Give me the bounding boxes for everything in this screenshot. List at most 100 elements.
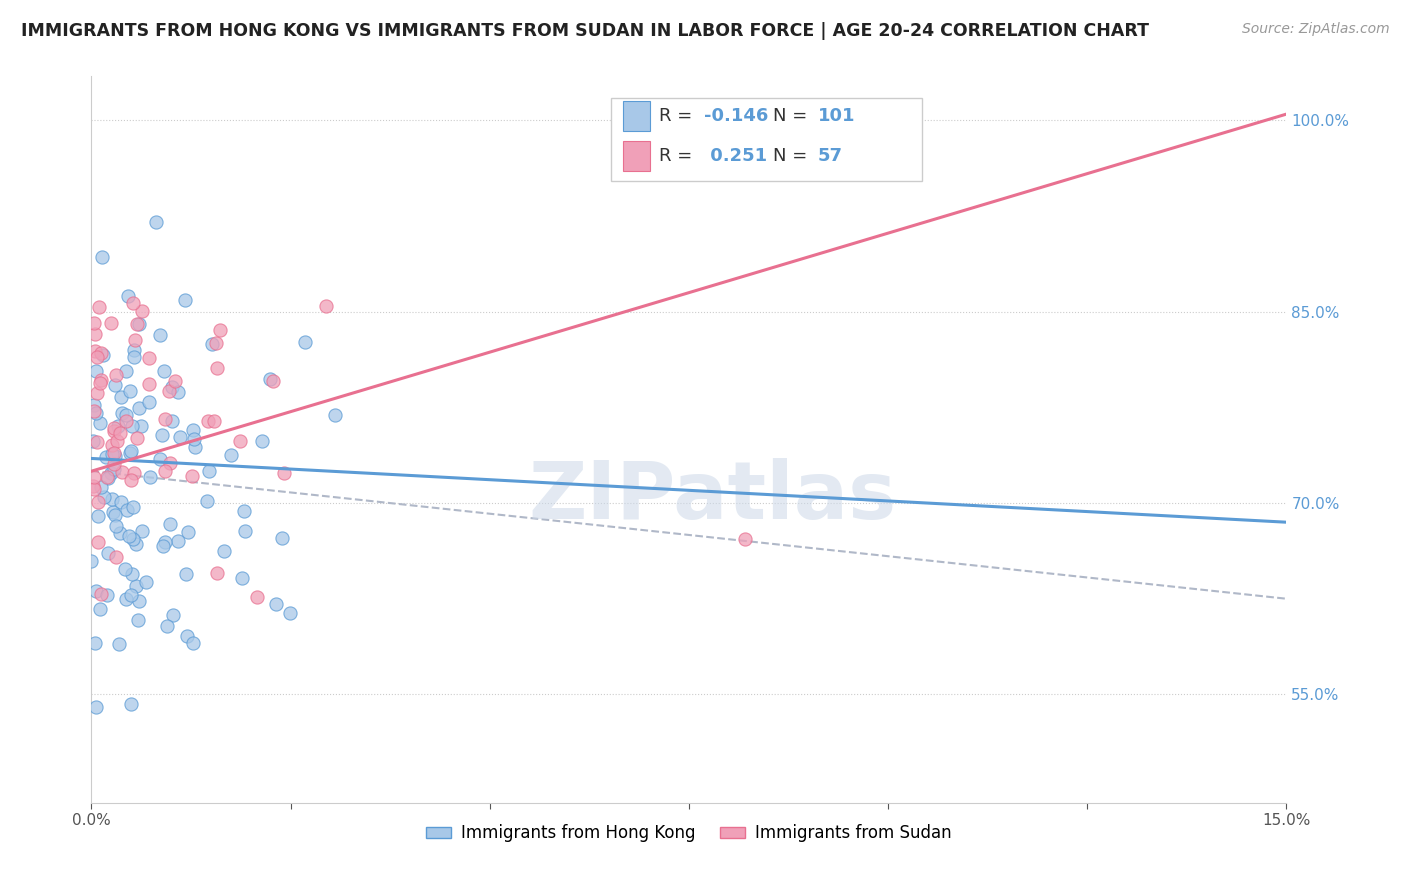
Point: [108, 637, 131, 651]
Point: [165, 375, 187, 389]
Point: [101, 491, 124, 506]
Point: [231, 571, 253, 585]
Point: [101, 438, 124, 452]
Point: [207, 360, 229, 375]
Point: [166, 384, 188, 399]
Text: R =: R =: [659, 107, 697, 125]
Point: [86, 435, 108, 450]
Point: [159, 384, 181, 399]
Point: [181, 469, 204, 483]
Point: [107, 418, 129, 433]
Point: [124, 333, 146, 347]
Point: [103, 420, 125, 434]
Point: [125, 317, 148, 331]
Point: [145, 214, 167, 228]
Text: ZIPatlas: ZIPatlas: [529, 458, 897, 536]
Point: [117, 289, 139, 303]
Text: 57: 57: [818, 147, 844, 165]
Point: [121, 532, 143, 546]
Point: [138, 351, 160, 366]
Point: [166, 534, 188, 549]
Point: [159, 456, 181, 470]
Point: [90, 480, 112, 494]
Point: [82, 434, 104, 449]
Point: [195, 494, 218, 508]
Point: [139, 470, 162, 484]
Point: [104, 508, 127, 522]
Point: [121, 296, 143, 310]
Point: [131, 303, 153, 318]
Point: [229, 434, 252, 449]
Point: [103, 446, 125, 460]
Point: [83, 469, 105, 483]
Point: [201, 336, 224, 351]
Point: [259, 371, 281, 385]
Point: [100, 316, 122, 330]
Point: [197, 414, 219, 428]
Text: IMMIGRANTS FROM HONG KONG VS IMMIGRANTS FROM SUDAN IN LABOR FORCE | AGE 20-24 CO: IMMIGRANTS FROM HONG KONG VS IMMIGRANTS …: [21, 22, 1149, 40]
Point: [128, 401, 150, 415]
Point: [214, 543, 236, 558]
Point: [101, 447, 124, 461]
Point: [219, 449, 242, 463]
Point: [83, 404, 105, 418]
Point: [315, 299, 337, 313]
Point: [138, 395, 160, 409]
Point: [120, 697, 142, 711]
Point: [233, 524, 256, 538]
Point: [89, 602, 111, 616]
Point: [91, 348, 114, 362]
Point: [204, 335, 226, 350]
Point: [152, 539, 174, 553]
Point: [125, 579, 148, 593]
Point: [153, 464, 176, 478]
Point: [89, 376, 111, 390]
Point: [271, 531, 294, 545]
Point: [124, 343, 146, 358]
Text: 0.251: 0.251: [704, 147, 768, 165]
Point: [128, 594, 150, 608]
Point: [273, 466, 295, 480]
Point: [120, 588, 142, 602]
Point: [84, 583, 107, 598]
Point: [278, 606, 301, 620]
Point: [135, 575, 157, 590]
Point: [110, 390, 132, 404]
Text: Source: ZipAtlas.com: Source: ZipAtlas.com: [1241, 22, 1389, 37]
Point: [233, 504, 256, 518]
Point: [87, 535, 110, 549]
Point: [105, 434, 128, 449]
Point: [110, 526, 132, 541]
Point: [177, 524, 200, 539]
Point: [118, 529, 141, 543]
Point: [121, 419, 143, 434]
Point: [114, 562, 136, 576]
Point: [86, 350, 108, 364]
Point: [89, 416, 111, 430]
Legend: Immigrants from Hong Kong, Immigrants from Sudan: Immigrants from Hong Kong, Immigrants fr…: [419, 818, 959, 849]
Point: [159, 516, 181, 531]
Point: [114, 408, 136, 422]
Point: [205, 566, 228, 580]
Text: -0.146: -0.146: [704, 107, 769, 125]
Point: [97, 546, 120, 560]
Point: [184, 440, 207, 454]
Point: [181, 423, 204, 437]
Point: [127, 431, 149, 445]
Point: [323, 408, 346, 422]
Point: [80, 554, 103, 568]
Point: [150, 428, 173, 442]
Point: [129, 419, 152, 434]
Point: [83, 398, 105, 412]
Point: [96, 588, 118, 602]
Point: [149, 328, 172, 343]
Point: [83, 317, 105, 331]
Text: R =: R =: [659, 147, 697, 165]
Point: [127, 613, 149, 627]
Point: [169, 429, 191, 443]
Point: [122, 467, 145, 481]
Point: [103, 462, 125, 476]
Point: [128, 318, 150, 332]
Point: [266, 597, 288, 611]
Text: N =: N =: [772, 107, 813, 125]
